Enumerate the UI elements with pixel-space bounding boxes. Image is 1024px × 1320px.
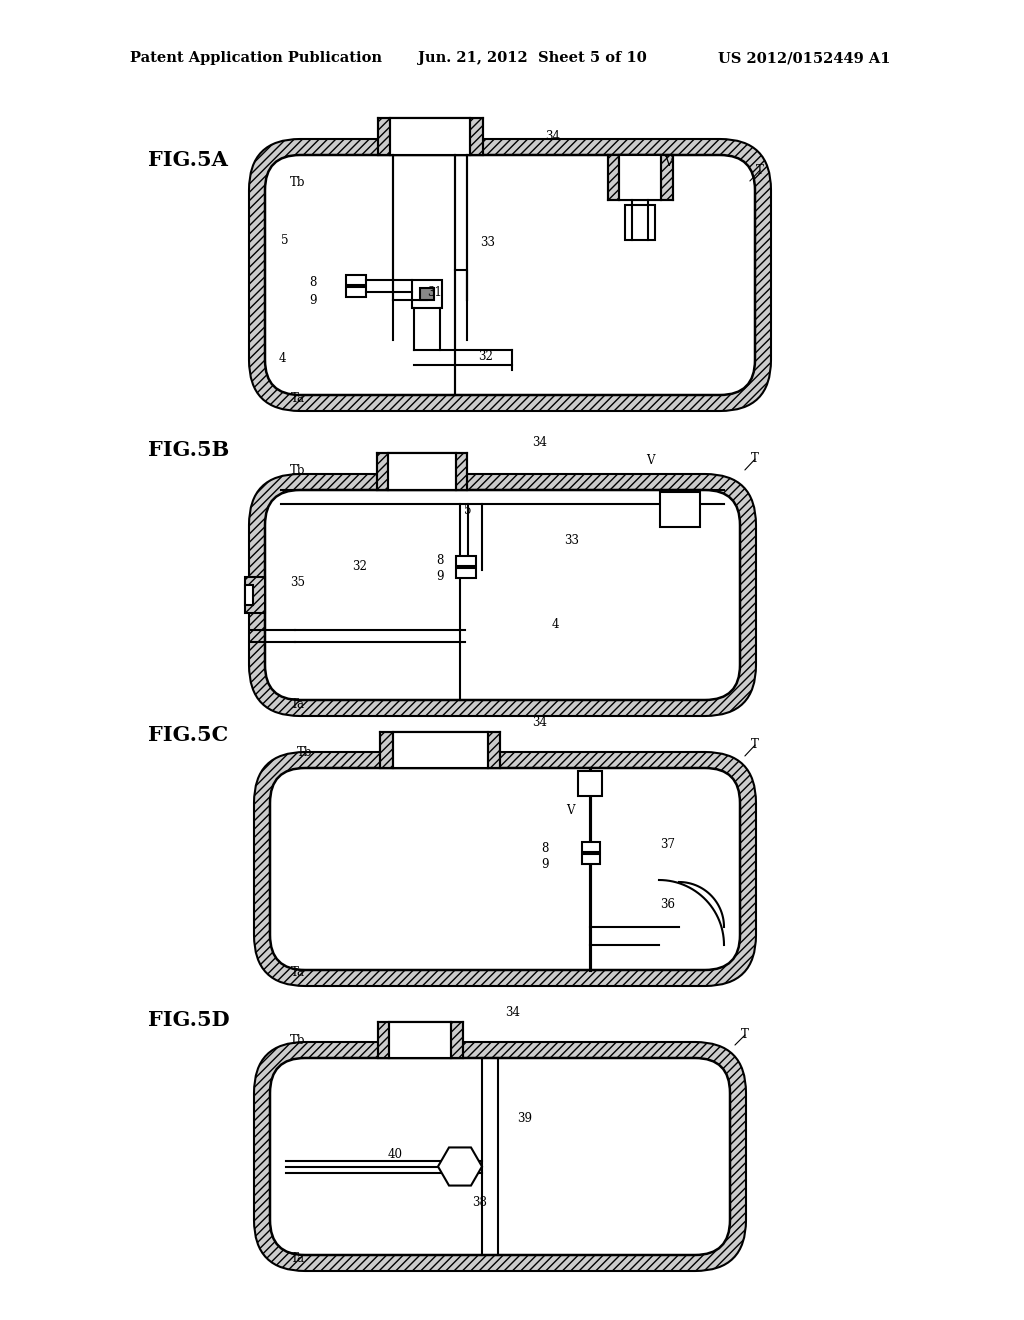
Bar	[245, 577, 265, 612]
Bar	[420, 288, 434, 300]
Text: 35: 35	[291, 576, 305, 589]
Text: FIG.5B: FIG.5B	[148, 440, 229, 459]
Text: 4: 4	[551, 619, 559, 631]
Bar	[245, 585, 253, 605]
FancyBboxPatch shape	[249, 474, 756, 715]
Text: 5: 5	[464, 503, 472, 516]
Text: 34: 34	[546, 129, 560, 143]
Text: 37: 37	[660, 838, 676, 851]
Text: Ta: Ta	[291, 965, 305, 978]
Text: 32: 32	[478, 351, 494, 363]
Text: FIG.5C: FIG.5C	[148, 725, 228, 744]
Bar	[412, 280, 442, 308]
Text: FIG.5D: FIG.5D	[148, 1010, 229, 1030]
Bar	[660, 492, 700, 527]
Text: 34: 34	[532, 715, 548, 729]
Text: 40: 40	[387, 1148, 402, 1162]
FancyBboxPatch shape	[249, 139, 771, 411]
Bar	[378, 1022, 463, 1059]
Text: 5: 5	[282, 234, 289, 247]
Text: 4: 4	[279, 351, 286, 364]
Text: 31: 31	[428, 286, 442, 300]
Text: V: V	[565, 804, 574, 817]
Text: V: V	[646, 454, 654, 466]
Text: Tb: Tb	[297, 746, 312, 759]
Bar	[456, 568, 476, 578]
Bar	[346, 275, 366, 285]
Text: 9: 9	[436, 570, 443, 583]
Bar	[456, 556, 476, 566]
Bar	[390, 117, 470, 154]
Bar	[582, 842, 600, 851]
Bar	[388, 453, 456, 490]
Text: 8: 8	[436, 553, 443, 566]
Text: 9: 9	[309, 293, 316, 306]
FancyBboxPatch shape	[270, 1059, 730, 1255]
Bar	[389, 1022, 451, 1059]
FancyBboxPatch shape	[254, 752, 756, 986]
Text: 39: 39	[517, 1111, 532, 1125]
Text: Ta: Ta	[291, 698, 305, 711]
Bar	[618, 154, 662, 201]
Bar	[346, 286, 366, 297]
Bar	[578, 771, 602, 796]
Text: Tb: Tb	[290, 176, 306, 189]
Text: Tb: Tb	[290, 1034, 306, 1047]
Text: T: T	[751, 738, 759, 751]
Bar	[377, 453, 467, 490]
Bar	[582, 854, 600, 865]
Bar	[607, 154, 673, 201]
Text: Ta: Ta	[291, 1251, 305, 1265]
Text: 36: 36	[660, 899, 676, 912]
Text: Patent Application Publication: Patent Application Publication	[130, 51, 382, 65]
Text: Ta: Ta	[291, 392, 305, 404]
FancyBboxPatch shape	[270, 768, 740, 970]
Text: 38: 38	[472, 1196, 487, 1209]
Text: T: T	[751, 451, 759, 465]
Text: Tb: Tb	[290, 463, 306, 477]
FancyBboxPatch shape	[265, 490, 740, 700]
Text: Jun. 21, 2012  Sheet 5 of 10: Jun. 21, 2012 Sheet 5 of 10	[418, 51, 647, 65]
Text: V: V	[664, 156, 672, 169]
Bar	[392, 733, 487, 768]
Text: T: T	[741, 1028, 749, 1041]
Text: 33: 33	[480, 236, 496, 249]
Text: 32: 32	[352, 561, 368, 573]
Text: 34: 34	[506, 1006, 520, 1019]
Text: US 2012/0152449 A1: US 2012/0152449 A1	[718, 51, 891, 65]
Text: 33: 33	[564, 533, 580, 546]
Text: T: T	[756, 164, 764, 177]
FancyBboxPatch shape	[265, 154, 755, 395]
Text: 34: 34	[532, 437, 548, 450]
Text: FIG.5A: FIG.5A	[148, 150, 228, 170]
Text: 8: 8	[309, 276, 316, 289]
Bar	[380, 733, 500, 768]
FancyBboxPatch shape	[254, 1041, 746, 1271]
Text: 8: 8	[542, 842, 549, 854]
Text: 9: 9	[542, 858, 549, 871]
Bar	[378, 117, 482, 154]
Bar	[625, 205, 655, 240]
